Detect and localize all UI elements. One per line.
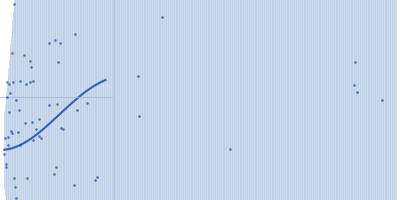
Point — [17, 143, 23, 147]
Point — [30, 79, 36, 82]
Point — [60, 127, 66, 131]
Point — [21, 54, 27, 57]
Point — [9, 51, 16, 54]
Point — [57, 41, 63, 44]
Point — [94, 175, 100, 178]
Point — [7, 91, 13, 94]
Point — [378, 99, 385, 102]
Point — [54, 102, 60, 105]
Point — [16, 79, 23, 83]
Point — [58, 127, 65, 130]
Point — [73, 108, 80, 111]
Point — [38, 136, 44, 139]
Point — [22, 121, 28, 124]
Point — [29, 120, 36, 124]
Point — [33, 127, 40, 131]
Point — [6, 110, 12, 113]
Point — [52, 38, 58, 41]
Point — [4, 144, 11, 147]
Point — [4, 95, 10, 98]
Point — [50, 172, 57, 175]
Point — [36, 117, 42, 120]
Point — [46, 103, 52, 107]
Point — [227, 147, 233, 150]
Point — [8, 131, 15, 135]
Point — [3, 165, 9, 168]
Point — [84, 102, 90, 105]
Point — [13, 98, 19, 102]
Point — [27, 60, 33, 63]
Point — [72, 33, 78, 36]
Point — [30, 138, 37, 141]
Point — [91, 178, 98, 182]
Point — [26, 80, 33, 84]
Point — [134, 74, 141, 77]
Point — [23, 82, 30, 85]
Point — [12, 196, 19, 199]
Point — [28, 66, 34, 69]
Point — [46, 42, 52, 45]
Point — [11, 177, 17, 180]
Point — [136, 114, 142, 118]
Point — [15, 130, 22, 133]
Point — [354, 91, 360, 94]
Point — [10, 80, 16, 84]
Point — [53, 166, 59, 169]
Point — [5, 135, 12, 138]
Point — [2, 162, 9, 166]
Point — [6, 82, 13, 86]
Point — [24, 176, 30, 179]
Point — [350, 83, 357, 86]
Point — [71, 184, 78, 187]
Point — [1, 153, 8, 156]
Point — [4, 80, 10, 83]
Point — [159, 15, 166, 18]
Point — [11, 2, 18, 5]
Point — [16, 108, 22, 111]
Point — [8, 130, 14, 133]
Point — [12, 185, 18, 188]
Point — [55, 61, 61, 64]
Point — [352, 60, 358, 64]
Point — [2, 136, 8, 139]
Point — [35, 134, 42, 137]
